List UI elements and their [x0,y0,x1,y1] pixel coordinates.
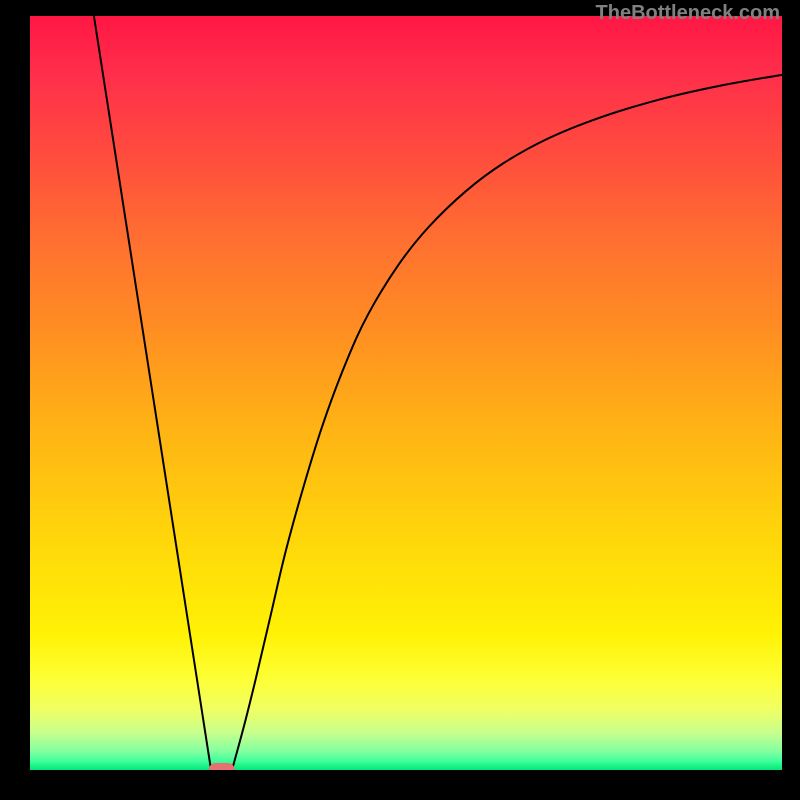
plot-area [30,16,782,770]
bottleneck-chart-svg [30,16,782,770]
sweet-spot-marker [209,763,235,770]
chart-container: TheBottleneck.com [0,0,800,800]
gradient-background [30,16,782,770]
watermark-text: TheBottleneck.com [596,2,780,25]
